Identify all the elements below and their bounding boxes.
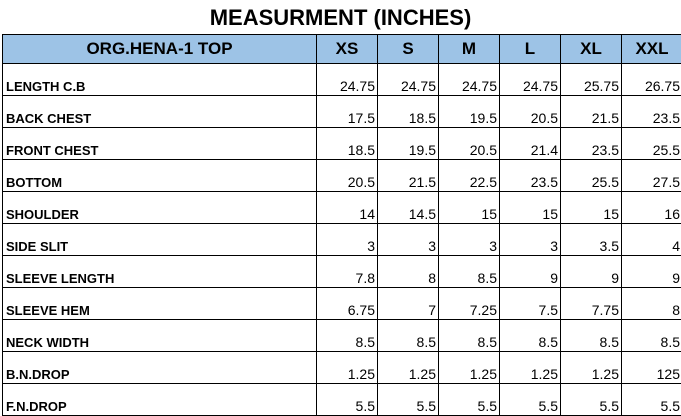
- cell[interactable]: 7.8: [317, 256, 378, 288]
- row-label[interactable]: BACK CHEST: [3, 96, 317, 128]
- cell[interactable]: 27.5: [622, 160, 681, 192]
- row-label[interactable]: LENGTH C.B: [3, 64, 317, 96]
- cell[interactable]: 5.5: [378, 384, 439, 416]
- table-row: SLEEVE LENGTH 7.8 8 8.5 9 9 9: [3, 256, 681, 288]
- sheet-title: MEASURMENT (INCHES): [0, 0, 681, 34]
- cell[interactable]: 8: [378, 256, 439, 288]
- cell[interactable]: 24.75: [317, 64, 378, 96]
- cell[interactable]: 5.5: [317, 384, 378, 416]
- header-size-xl[interactable]: XL: [561, 35, 622, 64]
- cell[interactable]: 3: [439, 224, 500, 256]
- cell[interactable]: 8.5: [439, 320, 500, 352]
- cell[interactable]: 9: [500, 256, 561, 288]
- cell[interactable]: 9: [622, 256, 681, 288]
- cell[interactable]: 3: [317, 224, 378, 256]
- row-label[interactable]: SHOULDER: [3, 192, 317, 224]
- row-label[interactable]: BOTTOM: [3, 160, 317, 192]
- table-row: F.N.DROP 5.5 5.5 5.5 5.5 5.5 5.5: [3, 384, 681, 416]
- cell[interactable]: 19.5: [378, 128, 439, 160]
- row-label[interactable]: B.N.DROP: [3, 352, 317, 384]
- cell[interactable]: 3.5: [561, 224, 622, 256]
- cell[interactable]: 8: [622, 288, 681, 320]
- row-label[interactable]: SLEEVE LENGTH: [3, 256, 317, 288]
- cell[interactable]: 8.5: [500, 320, 561, 352]
- cell[interactable]: 19.5: [439, 96, 500, 128]
- cell[interactable]: 16: [622, 192, 681, 224]
- cell[interactable]: 25.5: [622, 128, 681, 160]
- cell[interactable]: 7.5: [500, 288, 561, 320]
- measurement-table: ORG.HENA-1 TOP XS S M L XL XXL LENGTH C.…: [2, 34, 681, 416]
- row-label[interactable]: SIDE SLIT: [3, 224, 317, 256]
- cell[interactable]: 21.5: [378, 160, 439, 192]
- cell[interactable]: 5.5: [439, 384, 500, 416]
- cell[interactable]: 21.5: [561, 96, 622, 128]
- header-row: ORG.HENA-1 TOP XS S M L XL XXL: [3, 35, 681, 64]
- table-row: BACK CHEST 17.5 18.5 19.5 20.5 21.5 23.5: [3, 96, 681, 128]
- table-row: FRONT CHEST 18.5 19.5 20.5 21.4 23.5 25.…: [3, 128, 681, 160]
- cell[interactable]: 18.5: [378, 96, 439, 128]
- cell[interactable]: 24.75: [500, 64, 561, 96]
- cell[interactable]: 1.25: [317, 352, 378, 384]
- cell[interactable]: 25.75: [561, 64, 622, 96]
- cell[interactable]: 26.75: [622, 64, 681, 96]
- cell[interactable]: 9: [561, 256, 622, 288]
- cell[interactable]: 5.5: [500, 384, 561, 416]
- cell[interactable]: 22.5: [439, 160, 500, 192]
- cell[interactable]: 20.5: [500, 96, 561, 128]
- row-label[interactable]: NECK WIDTH: [3, 320, 317, 352]
- cell[interactable]: 3: [378, 224, 439, 256]
- header-size-xxl[interactable]: XXL: [622, 35, 681, 64]
- cell[interactable]: 1.25: [561, 352, 622, 384]
- row-label[interactable]: SLEEVE HEM: [3, 288, 317, 320]
- cell[interactable]: 8.5: [317, 320, 378, 352]
- cell[interactable]: 24.75: [378, 64, 439, 96]
- cell[interactable]: 21.4: [500, 128, 561, 160]
- cell[interactable]: 24.75: [439, 64, 500, 96]
- cell[interactable]: 1.25: [439, 352, 500, 384]
- cell[interactable]: 7.75: [561, 288, 622, 320]
- table-row: SHOULDER 14 14.5 15 15 15 16: [3, 192, 681, 224]
- header-item[interactable]: ORG.HENA-1 TOP: [3, 35, 317, 64]
- header-size-s[interactable]: S: [378, 35, 439, 64]
- cell[interactable]: 20.5: [439, 128, 500, 160]
- cell[interactable]: 1.25: [500, 352, 561, 384]
- cell[interactable]: 20.5: [317, 160, 378, 192]
- header-size-m[interactable]: M: [439, 35, 500, 64]
- cell[interactable]: 25.5: [561, 160, 622, 192]
- table-row: SLEEVE HEM 6.75 7 7.25 7.5 7.75 8: [3, 288, 681, 320]
- row-label[interactable]: F.N.DROP: [3, 384, 317, 416]
- cell[interactable]: 3: [500, 224, 561, 256]
- cell[interactable]: 8.5: [378, 320, 439, 352]
- cell[interactable]: 4: [622, 224, 681, 256]
- cell[interactable]: 6.75: [317, 288, 378, 320]
- cell[interactable]: 7: [378, 288, 439, 320]
- table-row: NECK WIDTH 8.5 8.5 8.5 8.5 8.5 8.5: [3, 320, 681, 352]
- cell[interactable]: 23.5: [561, 128, 622, 160]
- table-row: BOTTOM 20.5 21.5 22.5 23.5 25.5 27.5: [3, 160, 681, 192]
- cell[interactable]: 18.5: [317, 128, 378, 160]
- row-label[interactable]: FRONT CHEST: [3, 128, 317, 160]
- cell[interactable]: 8.5: [622, 320, 681, 352]
- cell[interactable]: 5.5: [561, 384, 622, 416]
- cell[interactable]: 7.25: [439, 288, 500, 320]
- cell[interactable]: 23.5: [622, 96, 681, 128]
- cell[interactable]: 15: [500, 192, 561, 224]
- table-row: B.N.DROP 1.25 1.25 1.25 1.25 1.25 125: [3, 352, 681, 384]
- cell[interactable]: 15: [561, 192, 622, 224]
- cell[interactable]: 15: [439, 192, 500, 224]
- cell[interactable]: 8.5: [561, 320, 622, 352]
- table-row: LENGTH C.B 24.75 24.75 24.75 24.75 25.75…: [3, 64, 681, 96]
- cell[interactable]: 125: [622, 352, 681, 384]
- header-size-xs[interactable]: XS: [317, 35, 378, 64]
- table-row: SIDE SLIT 3 3 3 3 3.5 4: [3, 224, 681, 256]
- header-size-l[interactable]: L: [500, 35, 561, 64]
- cell[interactable]: 8.5: [439, 256, 500, 288]
- cell[interactable]: 23.5: [500, 160, 561, 192]
- cell[interactable]: 14: [317, 192, 378, 224]
- cell[interactable]: 17.5: [317, 96, 378, 128]
- cell[interactable]: 14.5: [378, 192, 439, 224]
- cell[interactable]: 1.25: [378, 352, 439, 384]
- cell[interactable]: 5.5: [622, 384, 681, 416]
